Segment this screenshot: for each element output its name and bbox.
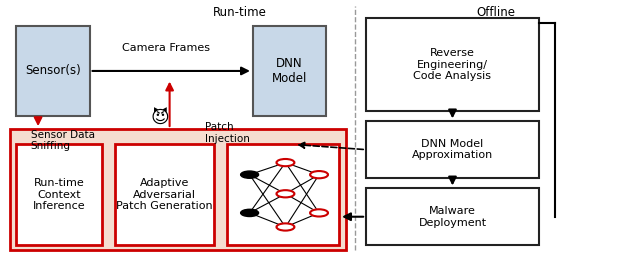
Text: Patch
Injection: Patch Injection <box>205 122 250 144</box>
Text: Offline: Offline <box>477 6 515 19</box>
Circle shape <box>241 171 259 178</box>
Text: 😈: 😈 <box>150 110 170 128</box>
Circle shape <box>310 171 328 178</box>
Text: Sensor Data
Sniffing: Sensor Data Sniffing <box>31 130 95 151</box>
Circle shape <box>276 190 294 197</box>
Text: Run-time: Run-time <box>213 6 267 19</box>
Circle shape <box>276 159 294 166</box>
Text: DNN
Model: DNN Model <box>272 57 307 85</box>
Circle shape <box>276 223 294 231</box>
Text: Reverse
Engineering/
Code Analysis: Reverse Engineering/ Code Analysis <box>413 48 492 81</box>
FancyBboxPatch shape <box>366 18 539 111</box>
Text: Malware
Deployment: Malware Deployment <box>419 206 486 228</box>
FancyBboxPatch shape <box>16 26 90 116</box>
FancyBboxPatch shape <box>227 144 339 245</box>
Circle shape <box>310 209 328 216</box>
FancyBboxPatch shape <box>253 26 326 116</box>
FancyBboxPatch shape <box>16 144 102 245</box>
Text: DNN Model
Approximation: DNN Model Approximation <box>412 139 493 160</box>
Text: Adaptive
Adversarial
Patch Generation: Adaptive Adversarial Patch Generation <box>116 178 213 211</box>
Text: Camera Frames: Camera Frames <box>122 43 211 53</box>
FancyBboxPatch shape <box>10 129 346 250</box>
Text: Run-time
Context
Inference: Run-time Context Inference <box>33 178 86 211</box>
Circle shape <box>241 209 259 216</box>
FancyBboxPatch shape <box>366 188 539 245</box>
FancyBboxPatch shape <box>115 144 214 245</box>
Text: Sensor(s): Sensor(s) <box>25 64 81 77</box>
FancyBboxPatch shape <box>366 121 539 178</box>
